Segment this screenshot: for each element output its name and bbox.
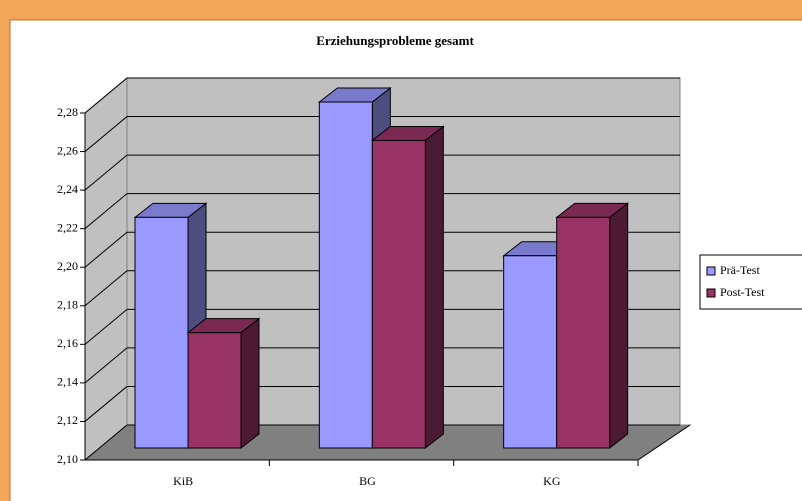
- y-tick-label: 2,20: [57, 259, 78, 273]
- grid-line-side: [84, 424, 128, 461]
- y-tick-label: 2,22: [57, 220, 78, 234]
- y-tick-label: 2,16: [57, 336, 78, 350]
- y-tick-label: 2,18: [57, 298, 78, 312]
- y-tick-label: 2,28: [57, 105, 78, 119]
- y-tick-label: 2,12: [57, 413, 78, 427]
- grid-line-side: [84, 77, 128, 114]
- x-tick-label: KG: [543, 474, 561, 488]
- grid-line-side: [84, 193, 128, 230]
- grid-line-side: [84, 231, 128, 268]
- bar-side: [609, 202, 629, 450]
- bar: [555, 202, 630, 450]
- legend-swatch: [706, 288, 716, 298]
- x-tick-label: KiB: [173, 474, 193, 488]
- bar-side: [240, 317, 260, 450]
- grid-line-side: [84, 347, 128, 384]
- bar-side: [424, 125, 444, 450]
- floor-edge: [637, 424, 691, 461]
- y-tick-label: 2,14: [57, 375, 78, 389]
- bar-front: [556, 216, 611, 449]
- bar-front: [318, 101, 373, 449]
- y-tick-label: 2,10: [57, 452, 78, 466]
- grid-line-side: [84, 270, 128, 307]
- bar: [370, 125, 445, 450]
- bar-front: [187, 332, 242, 449]
- y-tick-label: 2,26: [57, 143, 78, 157]
- bar-front: [134, 216, 189, 449]
- bar: [186, 317, 261, 450]
- grid-line-side: [84, 116, 128, 152]
- y-tick-label: 2,24: [57, 182, 78, 196]
- bar-front: [503, 255, 558, 449]
- legend-box: [699, 254, 802, 310]
- legend-swatch: [706, 266, 716, 276]
- grid-line-side: [84, 386, 128, 422]
- legend-label: Post-Test: [720, 285, 765, 299]
- legend-label: Prä-Test: [720, 263, 760, 277]
- grid-line-side: [84, 154, 128, 191]
- x-tick-label: BG: [359, 474, 376, 488]
- bar-front: [371, 139, 426, 449]
- chart-title: Erziehungsprobleme gesamt: [316, 33, 474, 48]
- side-wall: [84, 76, 128, 462]
- grid-line-side: [84, 308, 128, 345]
